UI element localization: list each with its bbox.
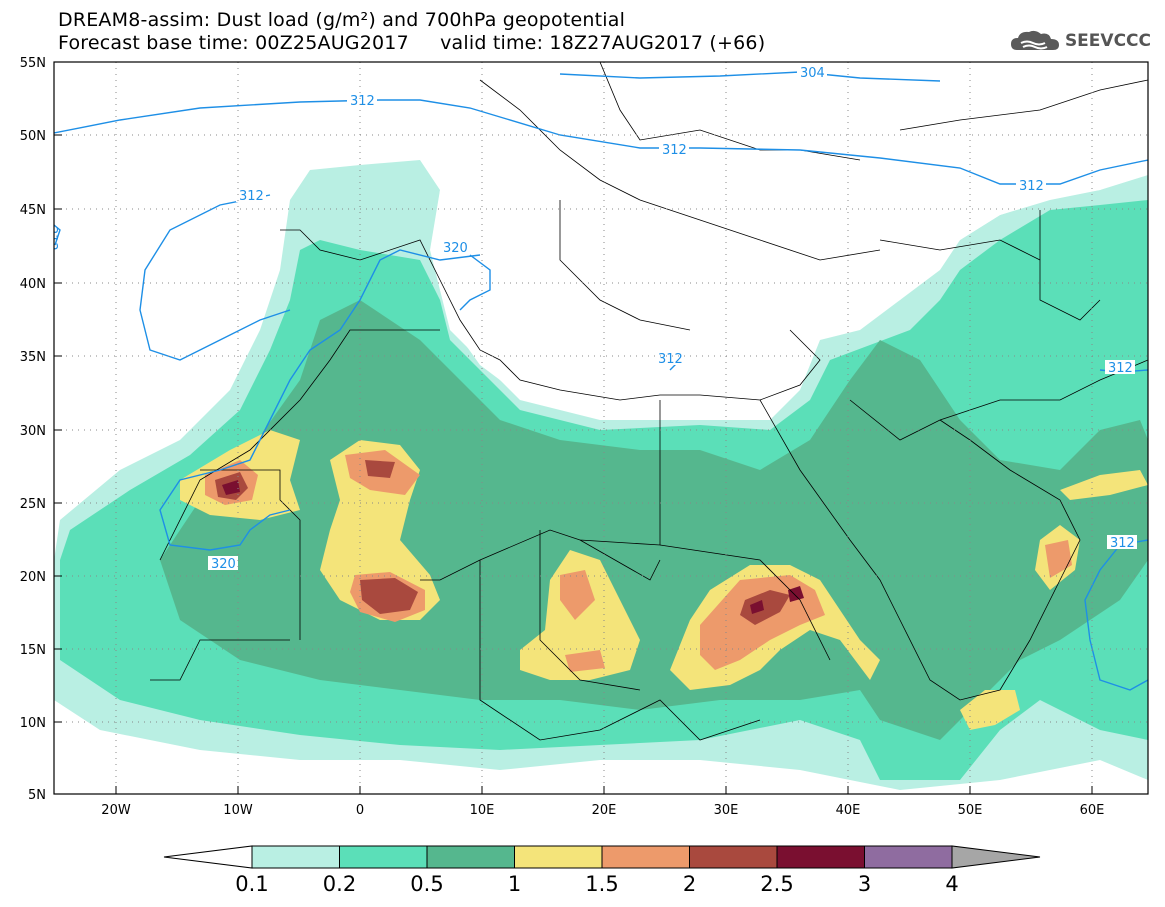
map-frame [53,61,1149,795]
lat-label: 15N [20,643,46,658]
colorbar-swatch [776,845,865,869]
logo-text: SEEVCCC [1064,31,1151,51]
map-area: 312 304 312 312 312 320 312 312 312 320 … [44,62,1148,794]
colorbar-label: 4 [945,872,959,896]
colorbar-swatch [601,845,690,869]
colorbar-swatch [339,845,428,869]
colorbar-swatch [251,845,340,869]
axis-ticks [54,61,1093,795]
lat-label: 40N [20,277,46,292]
colorbar-swatch [864,845,953,869]
contour-label: 312 [658,352,683,367]
base-time: Forecast base time: 00Z25AUG2017 [58,32,409,54]
lat-label: 45N [20,203,46,218]
contour-label: 312 [44,226,59,251]
colorbar-label: 2.5 [760,872,794,896]
contour-label: 304 [800,66,825,81]
time-info: Forecast base time: 00Z25AUG2017 valid t… [58,33,765,53]
contour-label: 312 [1108,361,1133,376]
lon-label: 60E [1080,803,1105,818]
colorbar [163,845,1041,869]
colorbar-label: 3 [857,872,872,896]
contour-label: 320 [211,557,236,572]
lon-label: 20W [101,803,131,818]
lon-label: 50E [958,803,983,818]
colorbar-arrow-low [163,845,253,869]
contour-label: 320 [443,241,468,256]
lon-label: 10E [470,803,495,818]
colorbar-arrow-high [951,845,1041,869]
contour-label: 312 [1019,179,1044,194]
cloud-icon [1010,30,1059,50]
lat-label: 30N [20,424,46,439]
graticule [54,62,1148,794]
contour-label: 312 [350,94,375,109]
dust-layer-0.5 [160,300,1148,740]
lat-label: 5N [28,788,46,803]
lat-label: 25N [20,497,46,512]
colorbar-swatch [514,845,603,869]
dust-layer-2.5 [222,480,804,614]
colorbar-label: 0.2 [322,872,357,896]
country-borders [150,62,1148,741]
map-title: DREAM8-assim: Dust load (g/m²) and 700hP… [58,9,626,31]
lon-label: 40E [836,803,861,818]
valid-time: valid time: 18Z27AUG2017 (+66) [440,32,766,54]
colorbar-label: 0.1 [235,872,269,896]
colorbar-label: 1.5 [585,872,619,896]
lon-label: 30E [714,803,739,818]
latitude-labels: 55N 50N 45N 40N 35N 30N 25N 20N 15N 10N … [20,56,46,803]
contour-labels: 312 304 312 312 312 320 312 312 312 320 … [44,65,1137,572]
colorbar-label: 0.5 [410,872,444,896]
lat-label: 20N [20,570,46,585]
contour-label: 312 [239,189,264,204]
lat-label: 55N [20,56,46,71]
lat-label: 50N [20,129,46,144]
lon-label: 0 [356,803,364,818]
europe-land-clear [435,62,1148,410]
seevccc-logo: SEEVCCC [1009,28,1151,54]
lat-label: 10N [20,716,46,731]
contour-label: 312 [662,143,687,158]
lon-label: 20E [592,803,617,818]
lon-label: 10W [223,803,253,818]
colorbar-swatch [689,845,778,869]
contour-label: 312 [1110,536,1135,551]
longitude-labels: 20W 10W 0 10E 20E 30E 40E 50E 60E [101,803,1104,818]
colorbar-label: 2 [682,872,697,896]
lat-label: 35N [20,350,46,365]
colorbar-swatch [426,845,515,869]
colorbar-label: 1 [507,872,522,896]
